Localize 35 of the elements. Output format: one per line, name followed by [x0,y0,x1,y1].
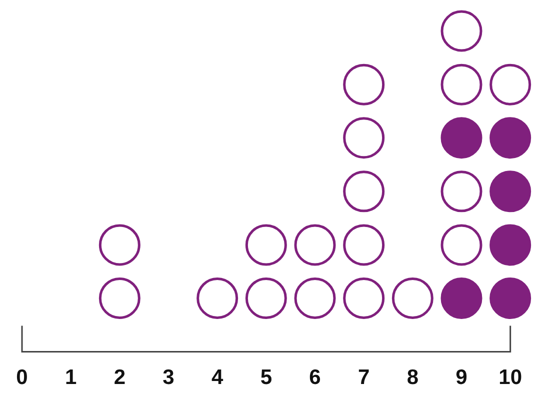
x-tick-label: 2 [114,366,126,390]
point [490,224,532,266]
point [343,64,385,106]
x-tick-label: 3 [162,366,174,390]
x-tick-label: 8 [406,366,419,390]
point [294,277,336,319]
point [490,170,532,212]
point [245,277,287,319]
x-tick-label: 6 [309,366,321,390]
point [343,277,385,319]
point [196,277,238,319]
x-tick-label: 10 [498,366,522,390]
point [490,117,532,159]
point [294,224,336,266]
x-tick-label: 0 [16,366,28,390]
point [440,117,482,159]
point [440,170,482,212]
point [440,64,482,106]
point [343,224,385,266]
point [440,277,482,319]
x-tick-label: 9 [456,366,468,390]
point [245,224,287,266]
x-tick-label: 5 [260,366,272,390]
x-tick-label: 7 [358,366,370,390]
point [392,277,434,319]
x-tick-label: 4 [211,366,224,390]
point [490,64,532,106]
point [98,277,140,319]
point [440,10,482,52]
point [343,117,385,159]
point [98,224,140,266]
x-tick-label: 1 [64,366,77,390]
point [490,277,532,319]
point [343,170,385,212]
point [440,224,482,266]
